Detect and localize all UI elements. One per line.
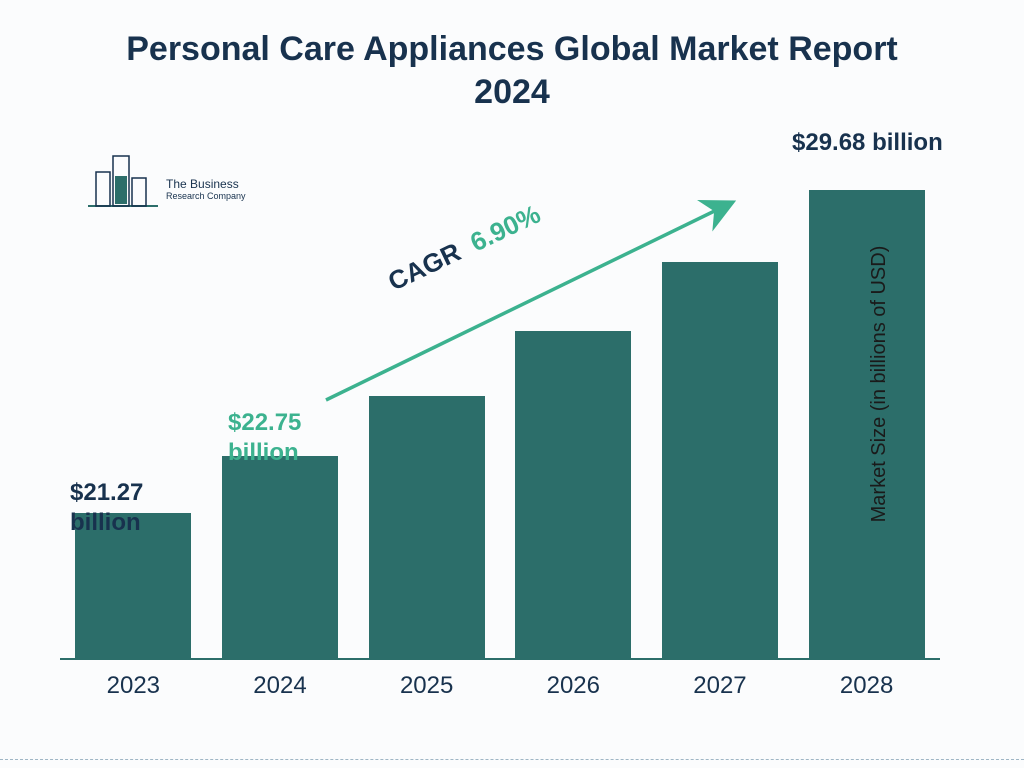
x-axis-line: [60, 658, 940, 661]
x-tick-label: 2024: [215, 672, 345, 700]
x-tick-label: 2028: [802, 672, 932, 700]
bar-rect: [662, 262, 778, 658]
bar-rect: [369, 396, 485, 658]
bar-2027: [655, 262, 785, 658]
y-axis-label: Market Size (in billions of USD): [868, 246, 891, 523]
x-tick-label: 2023: [68, 672, 198, 700]
bar-2024: [215, 456, 345, 658]
footer-divider: [0, 759, 1024, 760]
bar-2026: [508, 331, 638, 658]
chart-title: Personal Care Appliances Global Market R…: [102, 28, 922, 113]
x-labels: 2023 2024 2025 2026 2027 2028: [60, 672, 940, 700]
bar-2028: [802, 190, 932, 658]
bar-rect: [222, 456, 338, 658]
value-callout-2023: $21.27 billion: [70, 478, 190, 538]
x-tick-label: 2025: [362, 672, 492, 700]
bar-rect: [809, 190, 925, 658]
x-tick-label: 2027: [655, 672, 785, 700]
x-tick-label: 2026: [508, 672, 638, 700]
value-callout-2028: $29.68 billion: [792, 128, 943, 158]
value-callout-2024: $22.75 billion: [228, 408, 348, 468]
bar-2025: [362, 396, 492, 658]
bar-rect: [515, 331, 631, 658]
